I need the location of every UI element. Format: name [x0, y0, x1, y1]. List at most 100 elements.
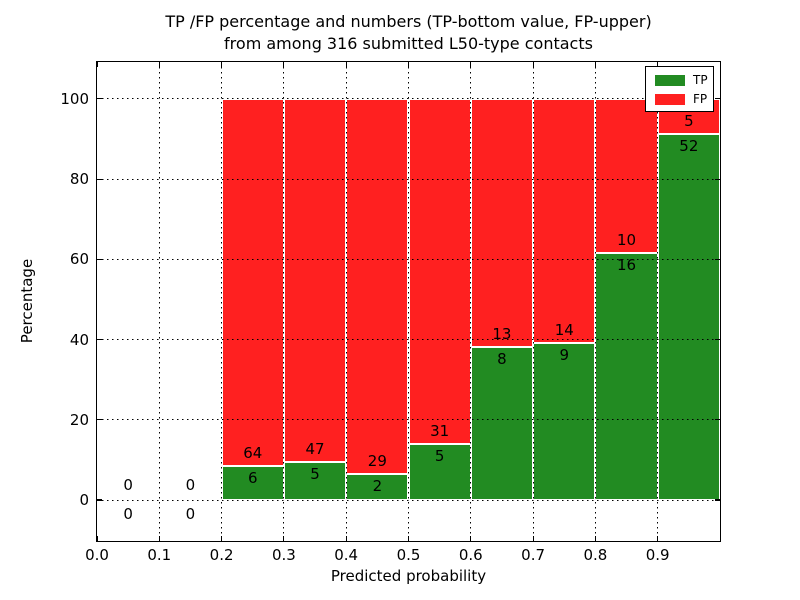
x-tick-label: 0.4 — [334, 546, 359, 564]
y-tick-mark — [715, 98, 720, 100]
x-gridline — [221, 62, 223, 541]
y-tick-label: 100 — [60, 89, 89, 108]
bar-segment-fp — [346, 98, 409, 475]
x-gridline — [657, 62, 659, 541]
bar-segment-tp — [470, 347, 534, 501]
legend-label-tp: TP — [693, 73, 708, 87]
y-tick-mark — [97, 339, 102, 341]
y-tick-mark — [715, 178, 720, 180]
legend-item-tp: TP — [655, 73, 713, 88]
legend-swatch-fp — [655, 94, 685, 105]
legend-item-fp: FP — [655, 92, 713, 107]
x-tick-mark — [594, 62, 596, 67]
x-tick-mark — [470, 536, 472, 541]
bar-segment-tp — [533, 343, 596, 501]
y-tick-label: 0 — [79, 491, 89, 510]
x-tick-mark — [283, 62, 285, 67]
x-tick-mark — [345, 536, 347, 541]
x-tick-label: 0.6 — [458, 546, 483, 564]
bar-segment-fp — [595, 98, 658, 254]
chart-title-line2: from among 316 submitted L50-type contac… — [224, 34, 593, 53]
chart-title-line1: TP /FP percentage and numbers (TP-bottom… — [165, 12, 652, 31]
bar-segment-fp — [283, 98, 347, 462]
bar-count-label-tp: 6 — [247, 468, 258, 487]
x-tick-label: 0.5 — [396, 546, 421, 564]
x-tick-mark — [96, 536, 98, 541]
x-tick-mark — [221, 62, 223, 67]
x-tick-label: 0.8 — [583, 546, 608, 564]
y-tick-mark — [715, 339, 720, 341]
bar-segment-tp — [657, 134, 720, 501]
bar-segment-fp — [533, 98, 596, 344]
x-tick-mark — [532, 536, 534, 541]
x-tick-label: 0.3 — [271, 546, 296, 564]
bar-count-label-fp: 10 — [616, 231, 637, 250]
bar-count-label-fp: 14 — [554, 321, 574, 340]
y-tick-mark — [97, 258, 102, 260]
bar-segment-tp — [595, 253, 658, 501]
x-tick-mark — [407, 62, 410, 67]
y-tick-mark — [97, 419, 102, 421]
bar-count-label-fp: 64 — [243, 443, 263, 462]
y-tick-label: 20 — [69, 410, 89, 429]
bar-segment-fp — [408, 98, 471, 445]
x-tick-mark — [594, 536, 596, 541]
bar-segment-fp — [221, 98, 284, 466]
bar-segment-fp — [470, 98, 534, 348]
y-tick-label: 80 — [69, 170, 89, 189]
x-gridline — [158, 62, 160, 541]
x-tick-mark — [96, 62, 98, 67]
x-tick-label: 0.2 — [209, 546, 234, 564]
x-tick-mark — [407, 536, 410, 541]
y-tick-mark — [97, 98, 102, 100]
bar-segment-tp — [283, 461, 347, 501]
x-gridline — [345, 62, 347, 541]
y-tick-mark — [97, 499, 102, 501]
x-tick-label: 0.7 — [521, 546, 546, 564]
x-tick-mark — [345, 62, 347, 67]
bar-count-label-fp: 29 — [367, 452, 387, 471]
x-axis-label: Predicted probability — [330, 567, 487, 585]
y-axis-label: Percentage — [18, 258, 36, 344]
plot-area: 0 0 0 0 64 6 47 5 29 2 31 5 13 8 14 9 10 16 5 52 — [96, 61, 721, 542]
y-tick-mark — [715, 258, 720, 260]
y-tick-mark — [97, 178, 102, 180]
y-tick-label: 40 — [69, 330, 89, 349]
x-tick-mark — [657, 62, 659, 67]
bar-count-label-tp: 16 — [616, 256, 637, 275]
chart-title: TP /FP percentage and numbers (TP-bottom… — [97, 11, 720, 55]
x-tick-mark — [657, 536, 659, 541]
bar-count-label-tp: 5 — [434, 447, 445, 466]
x-tick-mark — [158, 62, 160, 67]
bar-segment-tp — [346, 474, 409, 501]
bar-count-label-fp: 0 — [185, 476, 196, 495]
x-gridline — [470, 62, 472, 541]
x-gridline — [594, 62, 596, 541]
bar-count-label-tp: 5 — [310, 464, 320, 483]
bar-count-label-fp: 13 — [492, 325, 512, 344]
x-tick-mark — [283, 536, 285, 541]
x-tick-label: 0.1 — [147, 546, 172, 564]
legend: TP FP — [645, 66, 714, 112]
x-tick-mark — [158, 536, 160, 541]
bar-count-label-tp: 2 — [372, 477, 383, 496]
bar-segment-tp — [221, 465, 284, 501]
y-tick-label: 60 — [69, 250, 89, 269]
x-tick-label: 0.9 — [645, 546, 670, 564]
x-tick-mark — [221, 536, 223, 541]
bar-count-label-fp: 31 — [430, 422, 450, 441]
bar-count-label-tp: 0 — [123, 505, 133, 524]
bar-count-label-tp: 8 — [497, 350, 507, 369]
x-tick-mark — [532, 62, 534, 67]
x-tick-mark — [470, 62, 472, 67]
bar-count-label-tp: 9 — [559, 346, 570, 365]
legend-swatch-tp — [655, 75, 685, 86]
legend-label-fp: FP — [693, 92, 708, 106]
bar-count-label-fp: 47 — [305, 439, 325, 458]
x-gridline — [283, 62, 285, 541]
y-tick-mark — [715, 499, 720, 501]
bar-segment-tp — [408, 444, 471, 501]
bar-count-label-fp: 0 — [123, 476, 133, 495]
x-gridline — [408, 62, 409, 541]
